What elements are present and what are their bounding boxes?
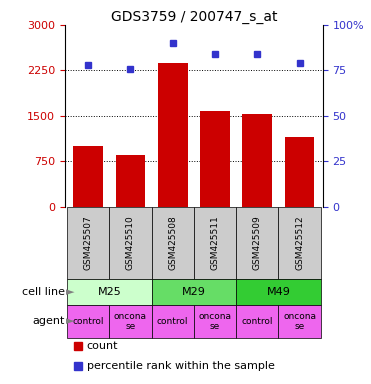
Bar xyxy=(236,207,278,279)
Bar xyxy=(278,305,321,338)
Text: GSM425508: GSM425508 xyxy=(168,215,177,270)
Bar xyxy=(152,207,194,279)
Text: ►: ► xyxy=(66,287,74,297)
Text: control: control xyxy=(157,317,188,326)
Bar xyxy=(194,207,236,279)
Bar xyxy=(152,279,236,305)
Bar xyxy=(67,207,109,279)
Bar xyxy=(67,279,152,305)
Bar xyxy=(194,305,236,338)
Text: agent: agent xyxy=(33,316,65,326)
Text: oncona
se: oncona se xyxy=(198,312,232,331)
Text: control: control xyxy=(72,317,104,326)
Bar xyxy=(236,305,278,338)
Text: GSM425507: GSM425507 xyxy=(84,215,93,270)
Bar xyxy=(278,207,321,279)
Bar xyxy=(73,146,103,207)
Bar xyxy=(158,63,187,207)
Bar xyxy=(109,207,152,279)
Bar xyxy=(200,111,230,207)
Bar xyxy=(285,137,314,207)
Text: percentile rank within the sample: percentile rank within the sample xyxy=(87,361,275,371)
Text: GSM425512: GSM425512 xyxy=(295,216,304,270)
Text: control: control xyxy=(242,317,273,326)
Text: M25: M25 xyxy=(98,287,121,297)
Bar xyxy=(243,114,272,207)
Text: ►: ► xyxy=(66,316,74,326)
Text: count: count xyxy=(87,341,118,351)
Bar xyxy=(109,305,152,338)
Text: oncona
se: oncona se xyxy=(114,312,147,331)
Title: GDS3759 / 200747_s_at: GDS3759 / 200747_s_at xyxy=(111,10,277,24)
Bar xyxy=(152,305,194,338)
Bar xyxy=(67,305,109,338)
Text: M29: M29 xyxy=(182,287,206,297)
Bar xyxy=(236,279,321,305)
Text: GSM425511: GSM425511 xyxy=(210,215,220,270)
Text: oncona
se: oncona se xyxy=(283,312,316,331)
Text: cell line: cell line xyxy=(22,287,65,297)
Bar xyxy=(116,155,145,207)
Text: M49: M49 xyxy=(266,287,290,297)
Text: GSM425509: GSM425509 xyxy=(253,215,262,270)
Text: GSM425510: GSM425510 xyxy=(126,215,135,270)
